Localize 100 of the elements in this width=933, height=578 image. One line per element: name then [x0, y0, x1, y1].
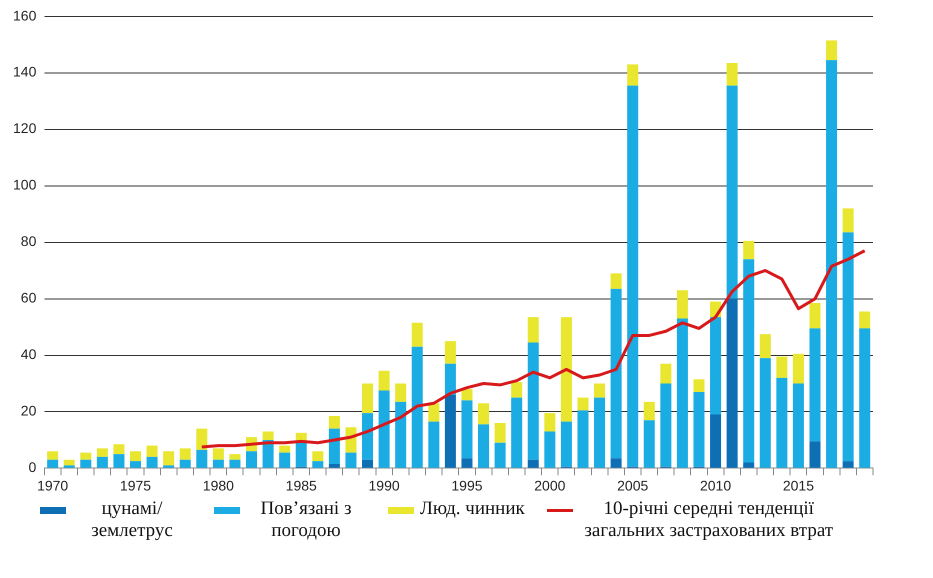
bar — [196, 428, 208, 450]
bar — [279, 446, 290, 453]
x-tick-label: 1985 — [286, 477, 318, 494]
bar — [461, 400, 472, 458]
bar — [676, 290, 688, 319]
bar — [660, 364, 672, 384]
bar — [676, 318, 688, 468]
x-tick-label: 1995 — [451, 477, 483, 494]
bar — [726, 62, 738, 86]
bar — [743, 240, 754, 260]
y-tick-label: 20 — [20, 402, 37, 419]
bar — [577, 410, 588, 468]
bar — [146, 446, 158, 457]
bar — [710, 414, 722, 468]
bar — [395, 383, 406, 402]
bar — [163, 451, 174, 466]
bar — [64, 460, 75, 466]
bar — [826, 60, 838, 468]
bar — [444, 364, 456, 395]
bar — [444, 341, 456, 364]
bar — [444, 394, 456, 468]
bar — [644, 402, 655, 420]
bar — [594, 398, 606, 468]
bar — [776, 356, 788, 378]
legend-label: цунамі/землетрус — [90, 498, 174, 542]
bar — [859, 328, 870, 468]
bar — [792, 354, 804, 384]
bar — [328, 464, 340, 468]
x-tick-label: 1980 — [202, 477, 234, 494]
bar — [80, 460, 92, 468]
bar — [544, 431, 556, 468]
bar — [644, 420, 655, 468]
bar — [660, 383, 672, 467]
bar — [826, 40, 838, 60]
bar — [610, 458, 622, 468]
bar — [809, 441, 821, 468]
bar — [528, 317, 539, 343]
bar — [627, 86, 638, 467]
bar — [544, 413, 556, 432]
bar — [47, 460, 58, 468]
bar — [212, 448, 224, 460]
bar — [362, 383, 374, 414]
bar — [494, 423, 506, 443]
x-tick-label: 1975 — [120, 477, 152, 494]
bar — [594, 383, 606, 398]
bar — [760, 358, 771, 468]
bar — [96, 448, 108, 457]
bar — [809, 328, 821, 442]
bar — [478, 403, 490, 424]
bar — [212, 460, 224, 468]
bar — [196, 450, 208, 468]
y-tick-label: 80 — [20, 233, 37, 250]
bar — [47, 451, 58, 460]
bar — [726, 298, 738, 468]
bar — [296, 441, 307, 467]
x-tick-label: 1970 — [37, 477, 68, 494]
y-tick-label: 120 — [13, 120, 37, 136]
bar — [229, 454, 240, 460]
bar — [113, 454, 124, 468]
bar — [229, 460, 240, 468]
bar — [80, 452, 92, 460]
bar — [776, 378, 788, 468]
legend-label: 10-річні середні тенденції загальних застрахованих втрат — [583, 498, 834, 542]
bar — [627, 64, 638, 86]
bar — [180, 448, 191, 460]
bar — [577, 398, 588, 410]
bar — [328, 416, 340, 429]
bar — [312, 461, 324, 468]
y-tick-label: 60 — [20, 290, 37, 306]
bar — [478, 424, 490, 468]
bar — [842, 232, 854, 462]
bar — [412, 322, 423, 347]
bar — [428, 422, 440, 468]
bar — [726, 86, 738, 299]
bar — [96, 456, 108, 468]
x-tick-label: 2010 — [700, 477, 732, 494]
bar — [560, 317, 572, 422]
bar — [842, 461, 854, 468]
bar — [610, 273, 622, 289]
bar — [693, 392, 704, 467]
bar — [610, 288, 622, 458]
y-tick-label: 140 — [13, 64, 37, 80]
x-tick-label: 2015 — [782, 477, 814, 494]
bar — [461, 458, 472, 468]
bar — [180, 460, 191, 468]
bar — [494, 442, 506, 468]
bar — [693, 379, 704, 392]
bar — [146, 456, 158, 468]
bar — [262, 431, 274, 440]
bar — [461, 389, 472, 400]
y-tick-label: 0 — [28, 459, 37, 476]
bar — [859, 311, 870, 328]
bar — [710, 317, 722, 415]
bar — [378, 390, 390, 468]
bar — [428, 403, 440, 422]
y-tick-label: 40 — [20, 346, 37, 362]
bar — [412, 346, 423, 468]
legend-label: Люд. чинник — [420, 498, 525, 520]
bar — [345, 452, 356, 468]
bar — [743, 259, 754, 463]
